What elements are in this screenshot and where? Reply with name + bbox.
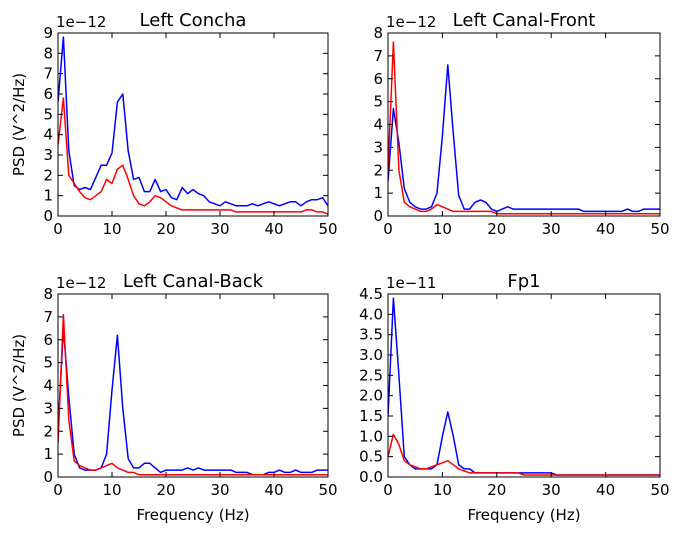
y-tick-label: 1 (43, 445, 53, 463)
y-tick-label: 2 (43, 422, 53, 440)
y-axis-label: PSD (V^2/Hz) (10, 73, 28, 176)
y-tick-label: 1.0 (359, 427, 383, 445)
y-tick-label: 9 (43, 24, 53, 42)
series-line-2 (388, 41, 660, 215)
x-tick-label: 40 (264, 220, 283, 238)
y-tick-label: 8 (43, 44, 53, 62)
y-tick-label: 4.5 (359, 285, 383, 303)
x-tick-label: 50 (650, 220, 669, 238)
x-tick-label: 50 (318, 220, 337, 238)
plot-frame (387, 32, 661, 217)
subplot-title: Left Canal-Back (123, 271, 264, 292)
x-tick-label: 0 (383, 220, 393, 238)
axis-offset-label: 1e−11 (386, 274, 436, 292)
plot-frame (57, 32, 329, 217)
y-tick-label: 2.0 (359, 387, 383, 405)
y-tick-label: 3 (373, 138, 383, 156)
y-tick-label: 6 (43, 331, 53, 349)
plot-frame (387, 293, 661, 478)
series-line-2 (58, 97, 328, 215)
x-tick-label: 20 (156, 481, 175, 499)
y-tick-label: 4.0 (359, 305, 383, 323)
plot-frame (57, 293, 329, 478)
x-tick-label: 30 (542, 220, 561, 238)
y-tick-label: 3.5 (359, 326, 383, 344)
y-tick-label: 2 (373, 161, 383, 179)
x-tick-label: 10 (102, 481, 121, 499)
x-tick-label: 20 (487, 220, 506, 238)
series-line-1 (388, 64, 660, 213)
y-tick-label: 8 (43, 285, 53, 303)
subplot-title: Fp1 (507, 271, 540, 292)
y-tick-label: 5 (43, 354, 53, 372)
y-tick-label: 3 (43, 399, 53, 417)
y-tick-label: 6 (373, 70, 383, 88)
y-tick-label: 4 (373, 116, 383, 134)
x-tick-label: 0 (383, 481, 393, 499)
x-tick-label: 30 (542, 481, 561, 499)
x-tick-label: 40 (596, 481, 615, 499)
y-tick-label: 7 (43, 65, 53, 83)
subplot-title: Left Concha (140, 10, 247, 31)
y-tick-label: 0 (43, 468, 53, 486)
series-line-2 (388, 433, 660, 476)
y-tick-label: 2.5 (359, 366, 383, 384)
y-axis-label: PSD (V^2/Hz) (10, 334, 28, 437)
x-tick-label: 40 (596, 220, 615, 238)
y-tick-label: 5 (43, 105, 53, 123)
y-tick-label: 1 (373, 184, 383, 202)
x-axis-label: Frequency (Hz) (136, 506, 249, 524)
series-line-1 (388, 297, 660, 476)
series-line-2 (58, 313, 328, 476)
y-tick-label: 3 (43, 146, 53, 164)
y-tick-label: 0.5 (359, 448, 383, 466)
x-tick-label: 30 (210, 481, 229, 499)
x-tick-label: 0 (53, 220, 63, 238)
series-line-1 (58, 327, 328, 476)
axis-offset-label: 1e−12 (56, 13, 106, 31)
y-tick-label: 7 (43, 308, 53, 326)
y-tick-label: 8 (373, 24, 383, 42)
x-tick-label: 20 (487, 481, 506, 499)
x-tick-label: 50 (318, 481, 337, 499)
y-tick-label: 0.0 (359, 468, 383, 486)
y-tick-label: 3.0 (359, 346, 383, 364)
y-tick-label: 4 (43, 126, 53, 144)
x-axis-label: Frequency (Hz) (467, 506, 580, 524)
y-tick-label: 7 (373, 47, 383, 65)
y-tick-label: 0 (43, 207, 53, 225)
y-tick-label: 5 (373, 93, 383, 111)
y-tick-label: 6 (43, 85, 53, 103)
y-tick-label: 2 (43, 166, 53, 184)
subplot-title: Left Canal-Front (453, 10, 596, 31)
y-tick-label: 4 (43, 377, 53, 395)
y-tick-label: 0 (373, 207, 383, 225)
x-tick-label: 40 (264, 481, 283, 499)
x-tick-label: 10 (433, 481, 452, 499)
subplot-4: 0 10 20 30 40 50 0.0 0.5 1.0 1.5 2.0 2.5 3.0 3.5 4.0 4.… (359, 271, 669, 524)
x-tick-label: 10 (102, 220, 121, 238)
x-tick-label: 0 (53, 481, 63, 499)
series-line-1 (58, 36, 328, 207)
axis-offset-label: 1e−12 (386, 13, 436, 31)
y-tick-label: 1.5 (359, 407, 383, 425)
x-tick-label: 10 (433, 220, 452, 238)
x-tick-label: 20 (156, 220, 175, 238)
x-tick-label: 30 (210, 220, 229, 238)
y-tick-label: 1 (43, 187, 53, 205)
axis-offset-label: 1e−12 (56, 274, 106, 292)
x-tick-label: 50 (650, 481, 669, 499)
